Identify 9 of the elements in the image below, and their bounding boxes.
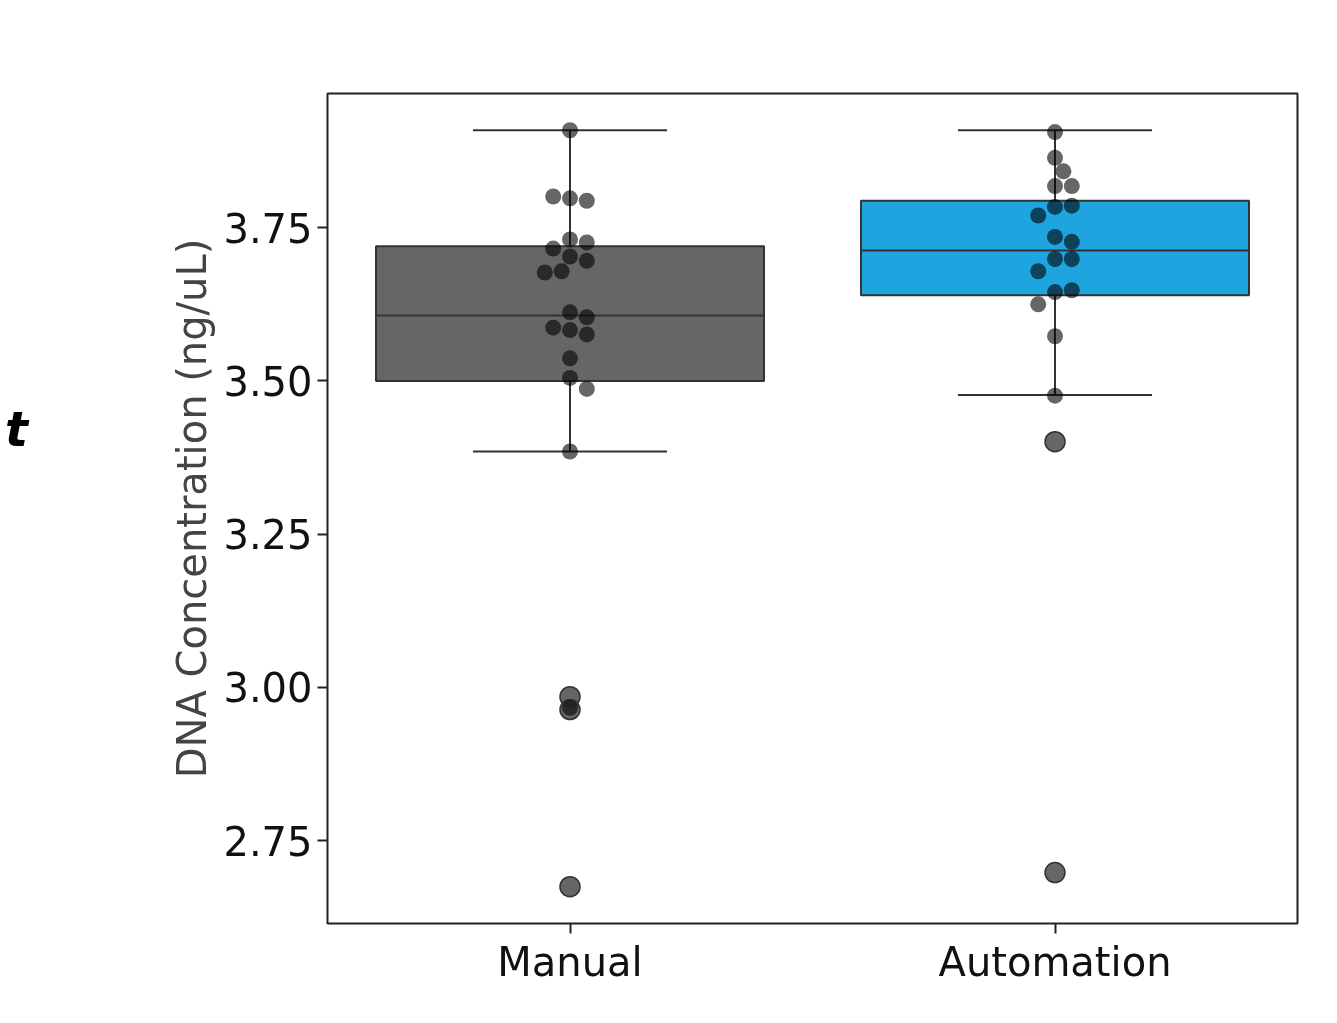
y-tick-label: 3.50 — [223, 359, 313, 405]
x-tick-label: Automation — [938, 938, 1172, 985]
y-tick-label: 2.75 — [223, 818, 313, 865]
y-tick-label: 3.75 — [223, 205, 313, 252]
y-tick-label: 3.25 — [223, 512, 313, 559]
y-axis-title: DNA Concentration (ng/uL) — [169, 238, 216, 779]
text: t — [5, 400, 28, 459]
y-tick-label: 3.00 — [223, 665, 313, 712]
x-tick-label: Manual — [497, 938, 643, 985]
